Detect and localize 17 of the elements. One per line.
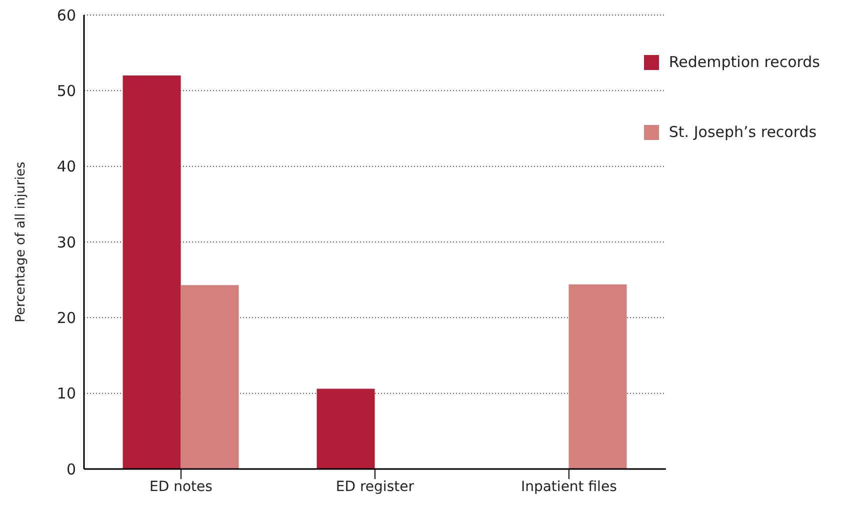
x-tick-label: Inpatient files bbox=[520, 478, 617, 495]
y-tick-label: 0 bbox=[66, 460, 76, 478]
bar bbox=[180, 285, 239, 469]
y-tick-label: 30 bbox=[56, 233, 76, 252]
x-tick-label: ED register bbox=[336, 478, 414, 495]
bar bbox=[122, 76, 181, 469]
legend-label: Redemption records bbox=[668, 53, 820, 71]
legend-label: St. Joseph’s records bbox=[668, 123, 817, 141]
y-tick-label: 50 bbox=[56, 82, 76, 100]
y-tick-label: 40 bbox=[56, 158, 76, 176]
x-tick-label: ED notes bbox=[150, 478, 212, 495]
bar bbox=[568, 284, 627, 469]
y-axis-title: Percentage of all injuries bbox=[14, 161, 29, 322]
y-tick-label: 60 bbox=[56, 6, 76, 24]
y-tick-label: 20 bbox=[56, 308, 76, 327]
bar bbox=[316, 388, 375, 469]
y-tick-label: 10 bbox=[56, 384, 76, 403]
